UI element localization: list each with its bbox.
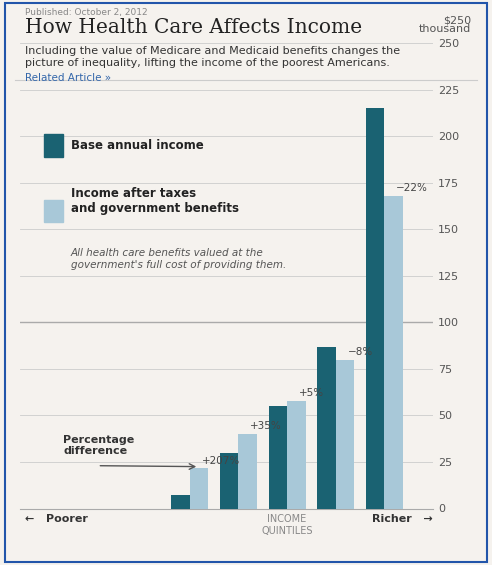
- Text: INCOME
QUINTILES: INCOME QUINTILES: [261, 514, 313, 536]
- Bar: [44, 134, 63, 157]
- Text: +35%: +35%: [250, 421, 282, 431]
- Text: ←   Poorer: ← Poorer: [25, 514, 88, 524]
- Bar: [317, 346, 336, 508]
- Bar: [44, 199, 63, 222]
- Bar: [269, 406, 287, 508]
- Text: $250: $250: [443, 16, 471, 26]
- Text: −22%: −22%: [396, 183, 428, 193]
- Bar: [171, 496, 190, 508]
- Text: Income after taxes
and government benefits: Income after taxes and government benefi…: [71, 188, 239, 215]
- Text: Percentage
difference: Percentage difference: [63, 435, 135, 457]
- Text: Related Article »: Related Article »: [25, 73, 111, 84]
- Bar: [190, 468, 208, 508]
- Text: Richer   →: Richer →: [372, 514, 433, 524]
- Text: Base annual income: Base annual income: [71, 139, 204, 152]
- Bar: [336, 359, 354, 508]
- Text: +207%: +207%: [202, 456, 240, 466]
- Text: How Health Care Affects Income: How Health Care Affects Income: [25, 18, 362, 37]
- Bar: [384, 196, 403, 508]
- Text: Published: October 2, 2012: Published: October 2, 2012: [25, 8, 147, 18]
- Bar: [287, 401, 306, 508]
- Bar: [239, 434, 257, 508]
- Bar: [220, 453, 239, 508]
- Text: Including the value of Medicare and Medicaid benefits changes the
picture of ine: Including the value of Medicare and Medi…: [25, 46, 400, 68]
- Bar: [366, 108, 384, 508]
- Text: +5%: +5%: [299, 388, 324, 398]
- Text: −8%: −8%: [347, 347, 372, 357]
- Text: thousand: thousand: [419, 24, 471, 34]
- Text: All health care benefits valued at the
government's full cost of providing them.: All health care benefits valued at the g…: [71, 248, 286, 270]
